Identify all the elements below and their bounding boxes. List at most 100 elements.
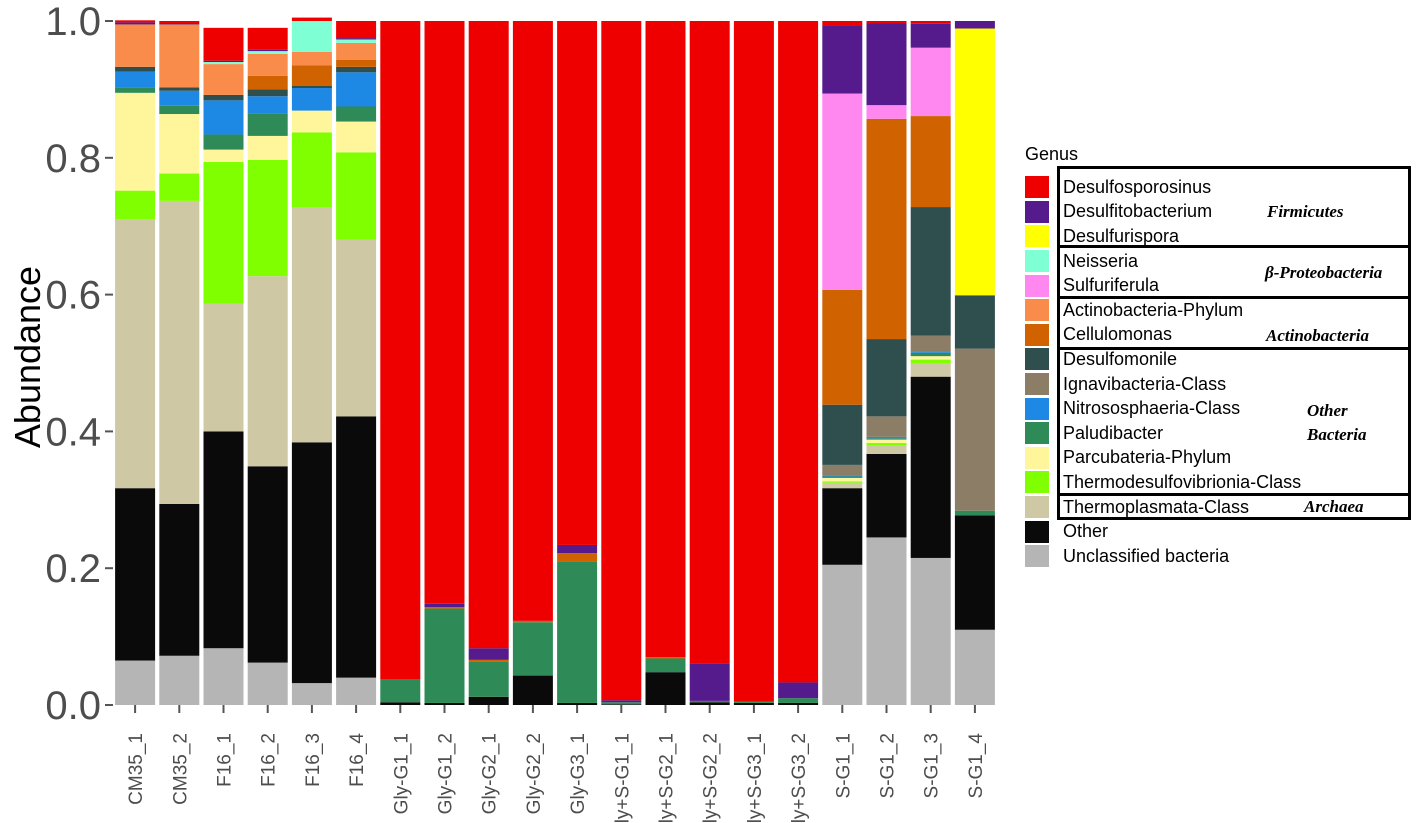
legend-item: Desulfosporosinus	[1025, 175, 1211, 200]
bar-segment	[778, 682, 819, 699]
x-tick-label: F16_3	[303, 733, 324, 787]
bar-segment	[512, 21, 553, 621]
bar-segment	[866, 453, 907, 538]
bar-segment	[115, 22, 156, 25]
bar-stack	[910, 21, 951, 705]
y-tick-label: 0.4	[45, 410, 101, 454]
legend-item: Desulfurispora	[1025, 224, 1179, 249]
bar-segment	[866, 416, 907, 437]
legend-label: Desulfomonile	[1063, 348, 1178, 369]
bar-segment	[336, 21, 377, 39]
bar-segment	[822, 476, 863, 478]
bar-segment	[247, 159, 288, 277]
bar-segment	[954, 510, 995, 516]
bar-segment	[910, 351, 951, 353]
legend-swatch	[1025, 274, 1049, 297]
bar-segment	[601, 702, 642, 705]
bar-segment	[689, 21, 730, 664]
bar-segment	[910, 363, 951, 377]
bar-segment	[336, 106, 377, 122]
bar-segment	[866, 436, 907, 439]
bar-segment	[336, 42, 377, 60]
bar-segment	[203, 64, 244, 95]
x-tick-label: CM35_1	[126, 733, 147, 805]
bar-segment	[203, 100, 244, 135]
group-box-archaea	[1057, 493, 1411, 520]
bar-segment	[424, 608, 465, 703]
bar-segment	[247, 96, 288, 114]
x-axis: CM35_1 CM35_2 F16_1 F16_2 F16_3 F16_4 Gly-G1_1…	[126, 705, 987, 823]
bar-stack	[380, 21, 421, 705]
bar-segment	[291, 110, 332, 133]
bar-segment	[115, 92, 156, 191]
bar-segment	[866, 23, 907, 106]
bar-segment	[291, 85, 332, 89]
bar-stack	[159, 21, 200, 705]
bar-segment	[557, 21, 598, 545]
bar-segment	[247, 53, 288, 76]
bar-segment	[203, 431, 244, 649]
bar-segment	[557, 702, 598, 705]
bar-segment	[336, 59, 377, 67]
bar-segment	[645, 658, 686, 673]
bar-segment	[291, 17, 332, 21]
x-tick-label: Gly+S-G1_1	[612, 733, 633, 823]
bar-segment	[512, 622, 553, 676]
y-axis: 0.0 0.2 0.4 0.6 0.8 1.0	[45, 0, 113, 728]
bar-segment	[954, 348, 995, 511]
bar-stack	[601, 21, 642, 705]
bar-segment	[336, 39, 377, 43]
bar-segment	[954, 28, 995, 296]
bar-segment	[203, 27, 244, 61]
bar-segment	[424, 702, 465, 705]
bar-segment	[910, 376, 951, 558]
bar-segment	[557, 553, 598, 562]
bar-segment	[424, 21, 465, 604]
x-tick-label: Gly-G1_1	[391, 733, 412, 814]
bar-segment	[910, 352, 951, 357]
y-tick-label: 0.8	[45, 137, 101, 181]
bar-segment	[336, 416, 377, 678]
bar-stack	[733, 21, 774, 705]
legend-item: Ignavibacteria-Class	[1025, 372, 1226, 397]
bar-segment	[203, 303, 244, 432]
bar-segment	[822, 289, 863, 405]
bar-segment	[247, 89, 288, 97]
bar-segment	[159, 21, 200, 24]
bar-segment	[733, 702, 774, 705]
bar-stack	[866, 21, 907, 705]
legend-label: Sulfuriferula	[1063, 275, 1160, 296]
bar-segment	[291, 21, 332, 52]
bar-segment	[689, 700, 730, 703]
bar-segment	[336, 152, 377, 240]
bar-stack	[468, 21, 509, 705]
legend: Genus Desulfosporosinus Desulfitobacteriu…	[1025, 144, 1415, 584]
legend-swatch	[1025, 496, 1049, 519]
x-tick-label: F16_2	[259, 733, 280, 787]
bar-segment	[468, 21, 509, 649]
legend-item: Desulfitobacterium	[1025, 200, 1212, 225]
bar-segment	[291, 51, 332, 66]
bar-segment	[645, 672, 686, 705]
legend-label: Ignavibacteria-Class	[1063, 373, 1227, 394]
legend-swatch	[1025, 520, 1049, 543]
legend-item: Parcubateria-Phylum	[1025, 446, 1231, 471]
legend-item: Cellulomonas	[1025, 323, 1172, 348]
legend-swatch	[1025, 250, 1049, 273]
legend-swatch	[1025, 299, 1049, 322]
bar-segment	[910, 23, 951, 48]
bar-segment	[336, 38, 377, 40]
legend-item: Desulfomonile	[1025, 347, 1177, 372]
bar-segment	[822, 481, 863, 483]
bar-segment	[910, 21, 951, 24]
x-tick-label: Gly+S-G3_2	[789, 733, 810, 823]
legend-item: Nitrososphaeria-Class	[1025, 396, 1240, 421]
bar-stack	[512, 21, 553, 705]
y-tick-label: 0.6	[45, 274, 101, 318]
bar-segment	[336, 121, 377, 153]
bar-segment	[689, 663, 730, 701]
bar-segment	[910, 335, 951, 352]
bar-segment	[822, 564, 863, 705]
bar-stack	[336, 21, 377, 705]
bar-segment	[822, 25, 863, 94]
